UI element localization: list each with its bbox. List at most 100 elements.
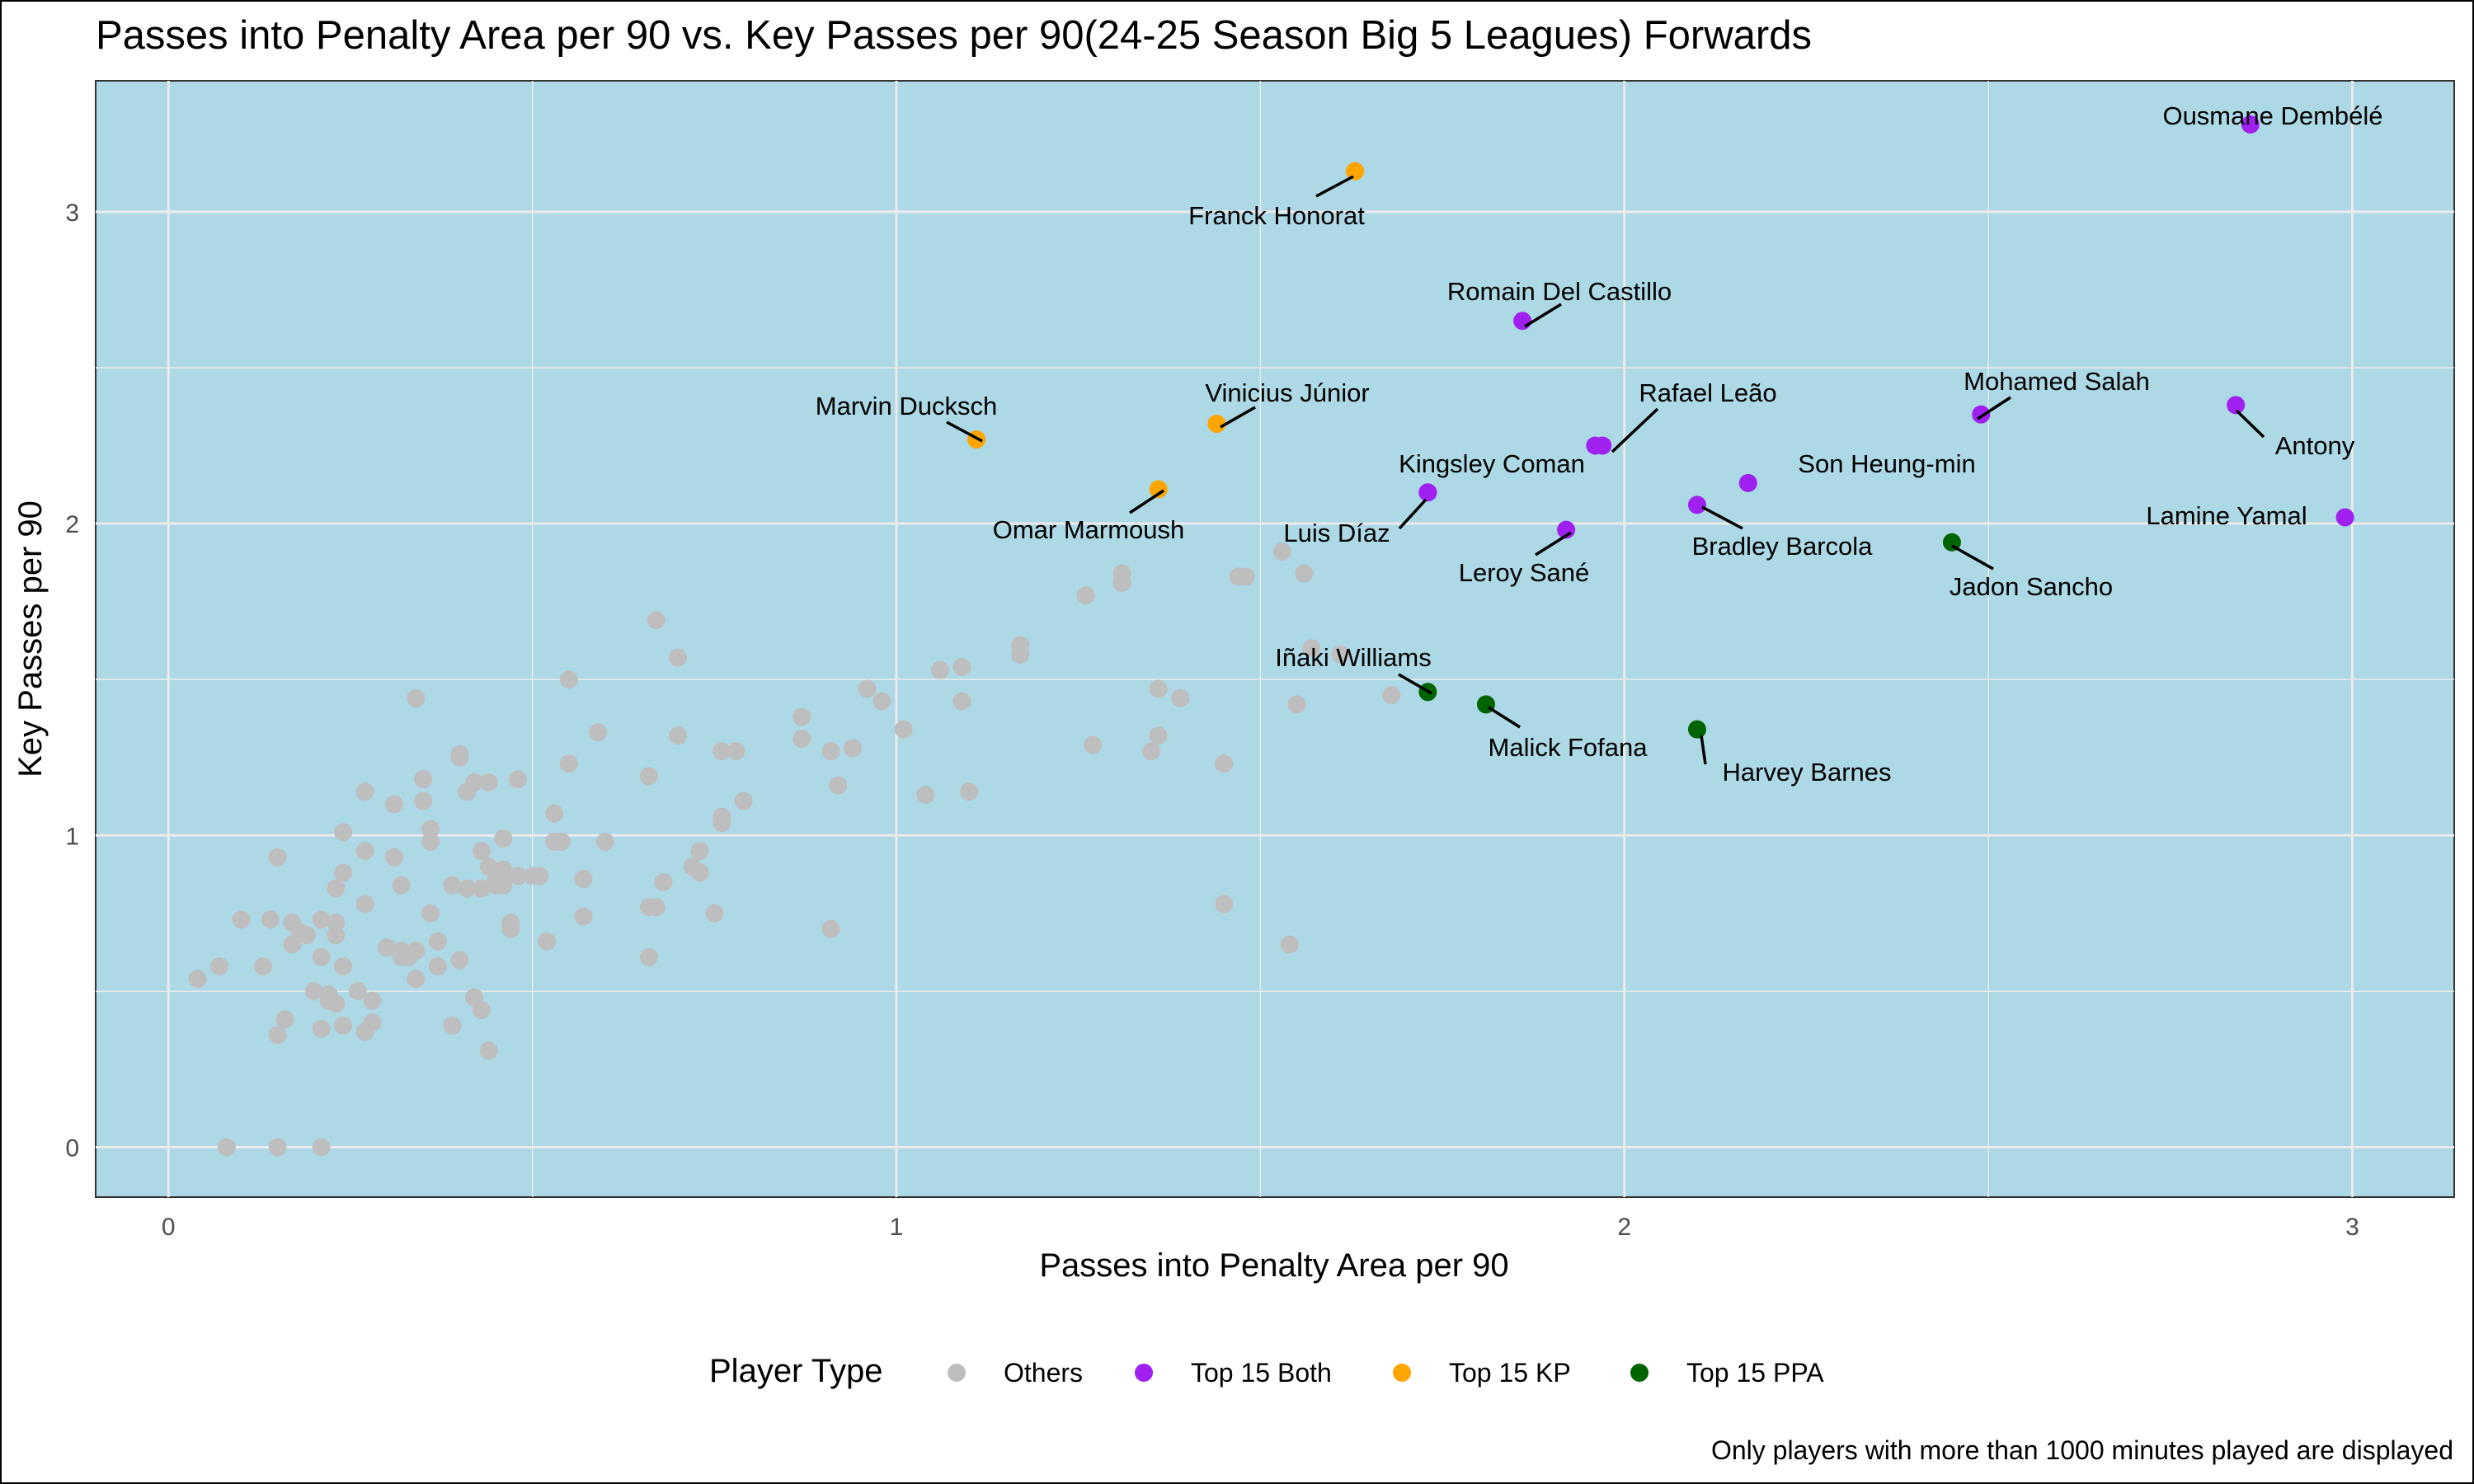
- data-point-highlight: [1418, 483, 1437, 502]
- data-point-other: [1076, 586, 1095, 605]
- data-point-highlight: [1149, 480, 1168, 499]
- point-label: Malick Fofana: [1489, 733, 1649, 762]
- data-point-other: [465, 773, 484, 791]
- data-point-other: [210, 957, 229, 976]
- data-point-other: [952, 692, 971, 711]
- data-point-other: [734, 791, 753, 810]
- data-point-other: [1287, 695, 1306, 714]
- point-label: Omar Marmoush: [993, 515, 1185, 544]
- point-labels: Ousmane Dembélé Franck Honorat Romain Del …: [816, 101, 2383, 787]
- data-point-other: [297, 926, 316, 945]
- data-point-other: [327, 913, 346, 932]
- data-point-other: [559, 754, 578, 773]
- x-tick-label: 2: [1617, 1214, 1631, 1241]
- x-tick-label: 1: [890, 1214, 904, 1241]
- data-point-other: [378, 938, 397, 957]
- data-point-highlight: [1738, 473, 1757, 492]
- label-leader-line: [946, 420, 983, 443]
- x-tick-label: 3: [2345, 1214, 2359, 1241]
- data-point-other: [821, 742, 840, 761]
- data-point-other: [428, 957, 447, 976]
- legend-key: [948, 1364, 966, 1382]
- data-point-other: [1280, 935, 1299, 954]
- point-label: Lamine Yamal: [2146, 501, 2307, 530]
- y-axis-ticks: 0 1 2 3: [65, 200, 79, 1162]
- data-point-other: [1215, 754, 1234, 773]
- data-point-other: [348, 982, 367, 1001]
- data-point-other: [450, 951, 469, 970]
- data-point-other: [407, 942, 426, 960]
- data-point-other: [472, 1001, 491, 1020]
- data-point-other: [355, 842, 374, 861]
- data-point-other: [639, 767, 658, 786]
- data-point-other: [574, 870, 593, 889]
- data-point-other: [334, 1016, 353, 1035]
- data-point-other: [217, 1138, 236, 1157]
- data-point-other: [312, 1138, 331, 1157]
- data-point-other: [727, 742, 745, 761]
- data-point-highlight: [2227, 396, 2246, 415]
- data-point-other: [530, 866, 549, 885]
- caption: Only players with more than 1000 minutes…: [1711, 1435, 2453, 1465]
- data-point-other: [654, 873, 673, 892]
- label-leader-line: [1315, 175, 1354, 198]
- data-point-other: [844, 739, 863, 758]
- data-point-other: [254, 957, 273, 976]
- grid-major: [96, 81, 2454, 1197]
- data-point-highlight: [1593, 436, 1612, 455]
- data-point-other: [1141, 742, 1160, 761]
- label-leader-line: [1701, 505, 1743, 530]
- y-tick-label: 3: [65, 200, 79, 227]
- data-point-other: [355, 895, 374, 913]
- point-label: Bradley Barcola: [1692, 532, 1874, 561]
- data-point-other: [552, 832, 571, 851]
- point-label: Antony: [2275, 431, 2355, 460]
- data-point-other: [421, 819, 440, 838]
- label-leader-line: [1129, 489, 1164, 514]
- point-label: Romain Del Castillo: [1447, 277, 1672, 306]
- data-point-other: [268, 1138, 287, 1157]
- data-point-highlight: [1207, 415, 1226, 434]
- data-point-other: [392, 876, 411, 895]
- legend: Player Type Others Top 15 Both Top 15 KP To…: [709, 1353, 1824, 1389]
- point-label: Mohamed Salah: [1964, 367, 2150, 396]
- data-point-other: [872, 692, 891, 711]
- data-point-other: [916, 786, 935, 805]
- label-leader-line: [2235, 409, 2265, 439]
- data-point-other: [858, 679, 877, 698]
- data-point-highlight: [1687, 720, 1706, 739]
- data-point-other: [559, 670, 578, 689]
- data-point-other: [690, 842, 709, 861]
- data-point-highlight: [1513, 312, 1532, 331]
- data-point-other: [334, 823, 353, 842]
- data-point-other: [421, 904, 440, 923]
- point-label: Marvin Ducksch: [816, 392, 998, 420]
- data-point-other: [1236, 567, 1255, 586]
- data-point-other: [1215, 895, 1234, 913]
- data-point-other: [1171, 688, 1190, 707]
- label-leader-line: [1398, 498, 1427, 530]
- point-label: Kingsley Coman: [1399, 449, 1585, 478]
- data-point-other: [421, 832, 440, 851]
- legend-label: Top 15 PPA: [1686, 1358, 1824, 1388]
- data-point-other: [268, 848, 287, 866]
- label-leader-line: [1220, 406, 1256, 429]
- data-point-other: [1149, 679, 1168, 698]
- point-label: Iñaki Williams: [1275, 643, 1431, 672]
- legend-key: [1393, 1364, 1411, 1382]
- grid-minor: [96, 81, 2454, 1197]
- data-point-other: [960, 782, 979, 801]
- data-point-other: [312, 947, 331, 966]
- data-point-other: [450, 744, 469, 763]
- label-leader-line: [1535, 531, 1572, 556]
- data-point-other: [334, 863, 353, 882]
- data-point-other: [501, 913, 520, 932]
- data-point-other: [355, 782, 374, 801]
- legend-key: [1630, 1364, 1649, 1382]
- point-label: Rafael Leão: [1639, 378, 1776, 407]
- data-point-other: [793, 730, 811, 749]
- data-point-other: [414, 770, 433, 789]
- data-point-other: [574, 907, 593, 926]
- data-point-other: [1295, 564, 1314, 583]
- point-label: Vinicius Júnior: [1205, 378, 1369, 407]
